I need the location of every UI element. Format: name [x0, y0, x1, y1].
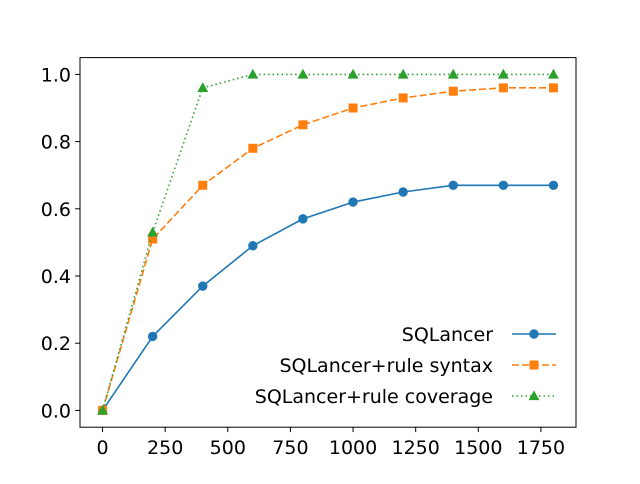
data-point — [198, 180, 208, 190]
data-point — [348, 197, 358, 207]
data-point — [298, 214, 308, 224]
series-1 — [97, 180, 559, 416]
data-point — [97, 404, 108, 415]
data-point — [247, 68, 259, 79]
x-tick-label: 1000 — [329, 437, 377, 459]
x-tick-label: 1750 — [517, 437, 565, 459]
y-axis: 0.0 0.2 0.4 0.6 0.8 1.0 — [41, 64, 80, 422]
x-tick-label: 1500 — [454, 437, 502, 459]
data-point — [548, 180, 559, 190]
x-tick-label: 250 — [147, 437, 183, 459]
data-point — [498, 83, 508, 93]
y-tick-label: 0.4 — [41, 266, 71, 288]
series-3 — [97, 68, 559, 415]
plot-frame — [79, 57, 577, 428]
series-layer — [97, 68, 559, 416]
data-point — [498, 180, 509, 190]
x-tick-label: 0 — [96, 437, 108, 459]
data-point — [248, 241, 258, 251]
data-point — [298, 120, 308, 130]
data-point — [347, 68, 359, 79]
data-point — [448, 180, 458, 190]
data-point — [447, 68, 459, 79]
x-tick-label: 750 — [272, 437, 308, 459]
data-point — [548, 68, 559, 79]
y-tick-label: 0.2 — [41, 333, 71, 355]
legend-marker — [529, 360, 539, 370]
data-point — [248, 143, 258, 153]
legend-label: SQLancer — [402, 324, 493, 346]
y-tick-label: 0.8 — [41, 132, 71, 154]
data-point — [398, 187, 408, 197]
legend-entry: SQLancer+rule syntax — [279, 355, 556, 377]
data-point — [398, 93, 408, 103]
x-tick-label: 500 — [210, 437, 246, 459]
legend-marker — [529, 329, 539, 339]
data-point — [497, 68, 509, 79]
y-tick-label: 0.0 — [41, 400, 71, 422]
legend-entry: SQLancer+rule coverage — [255, 386, 556, 408]
legend: SQLancer SQLancer+rule syntax SQLancer+rul… — [255, 324, 556, 408]
series-2 — [98, 83, 558, 415]
data-point — [397, 68, 409, 79]
data-point — [548, 83, 558, 93]
data-point — [198, 281, 208, 291]
x-axis: 0 250 500 750 1000 1250 1500 1750 — [96, 427, 565, 459]
series-line — [101, 73, 554, 411]
data-point — [147, 226, 159, 237]
data-point — [147, 331, 158, 342]
legend-entry: SQLancer — [402, 324, 556, 346]
data-point — [348, 103, 358, 113]
legend-label: SQLancer+rule coverage — [255, 386, 493, 408]
series-line — [101, 87, 554, 411]
data-point — [197, 82, 209, 93]
series-line — [101, 184, 554, 411]
legend-label: SQLancer+rule syntax — [279, 355, 493, 377]
legend-marker — [528, 390, 540, 401]
x-tick-label: 1250 — [391, 437, 439, 459]
data-point — [448, 86, 458, 96]
data-point — [297, 68, 309, 79]
y-tick-label: 0.6 — [41, 199, 71, 221]
y-tick-label: 1.0 — [41, 64, 71, 86]
